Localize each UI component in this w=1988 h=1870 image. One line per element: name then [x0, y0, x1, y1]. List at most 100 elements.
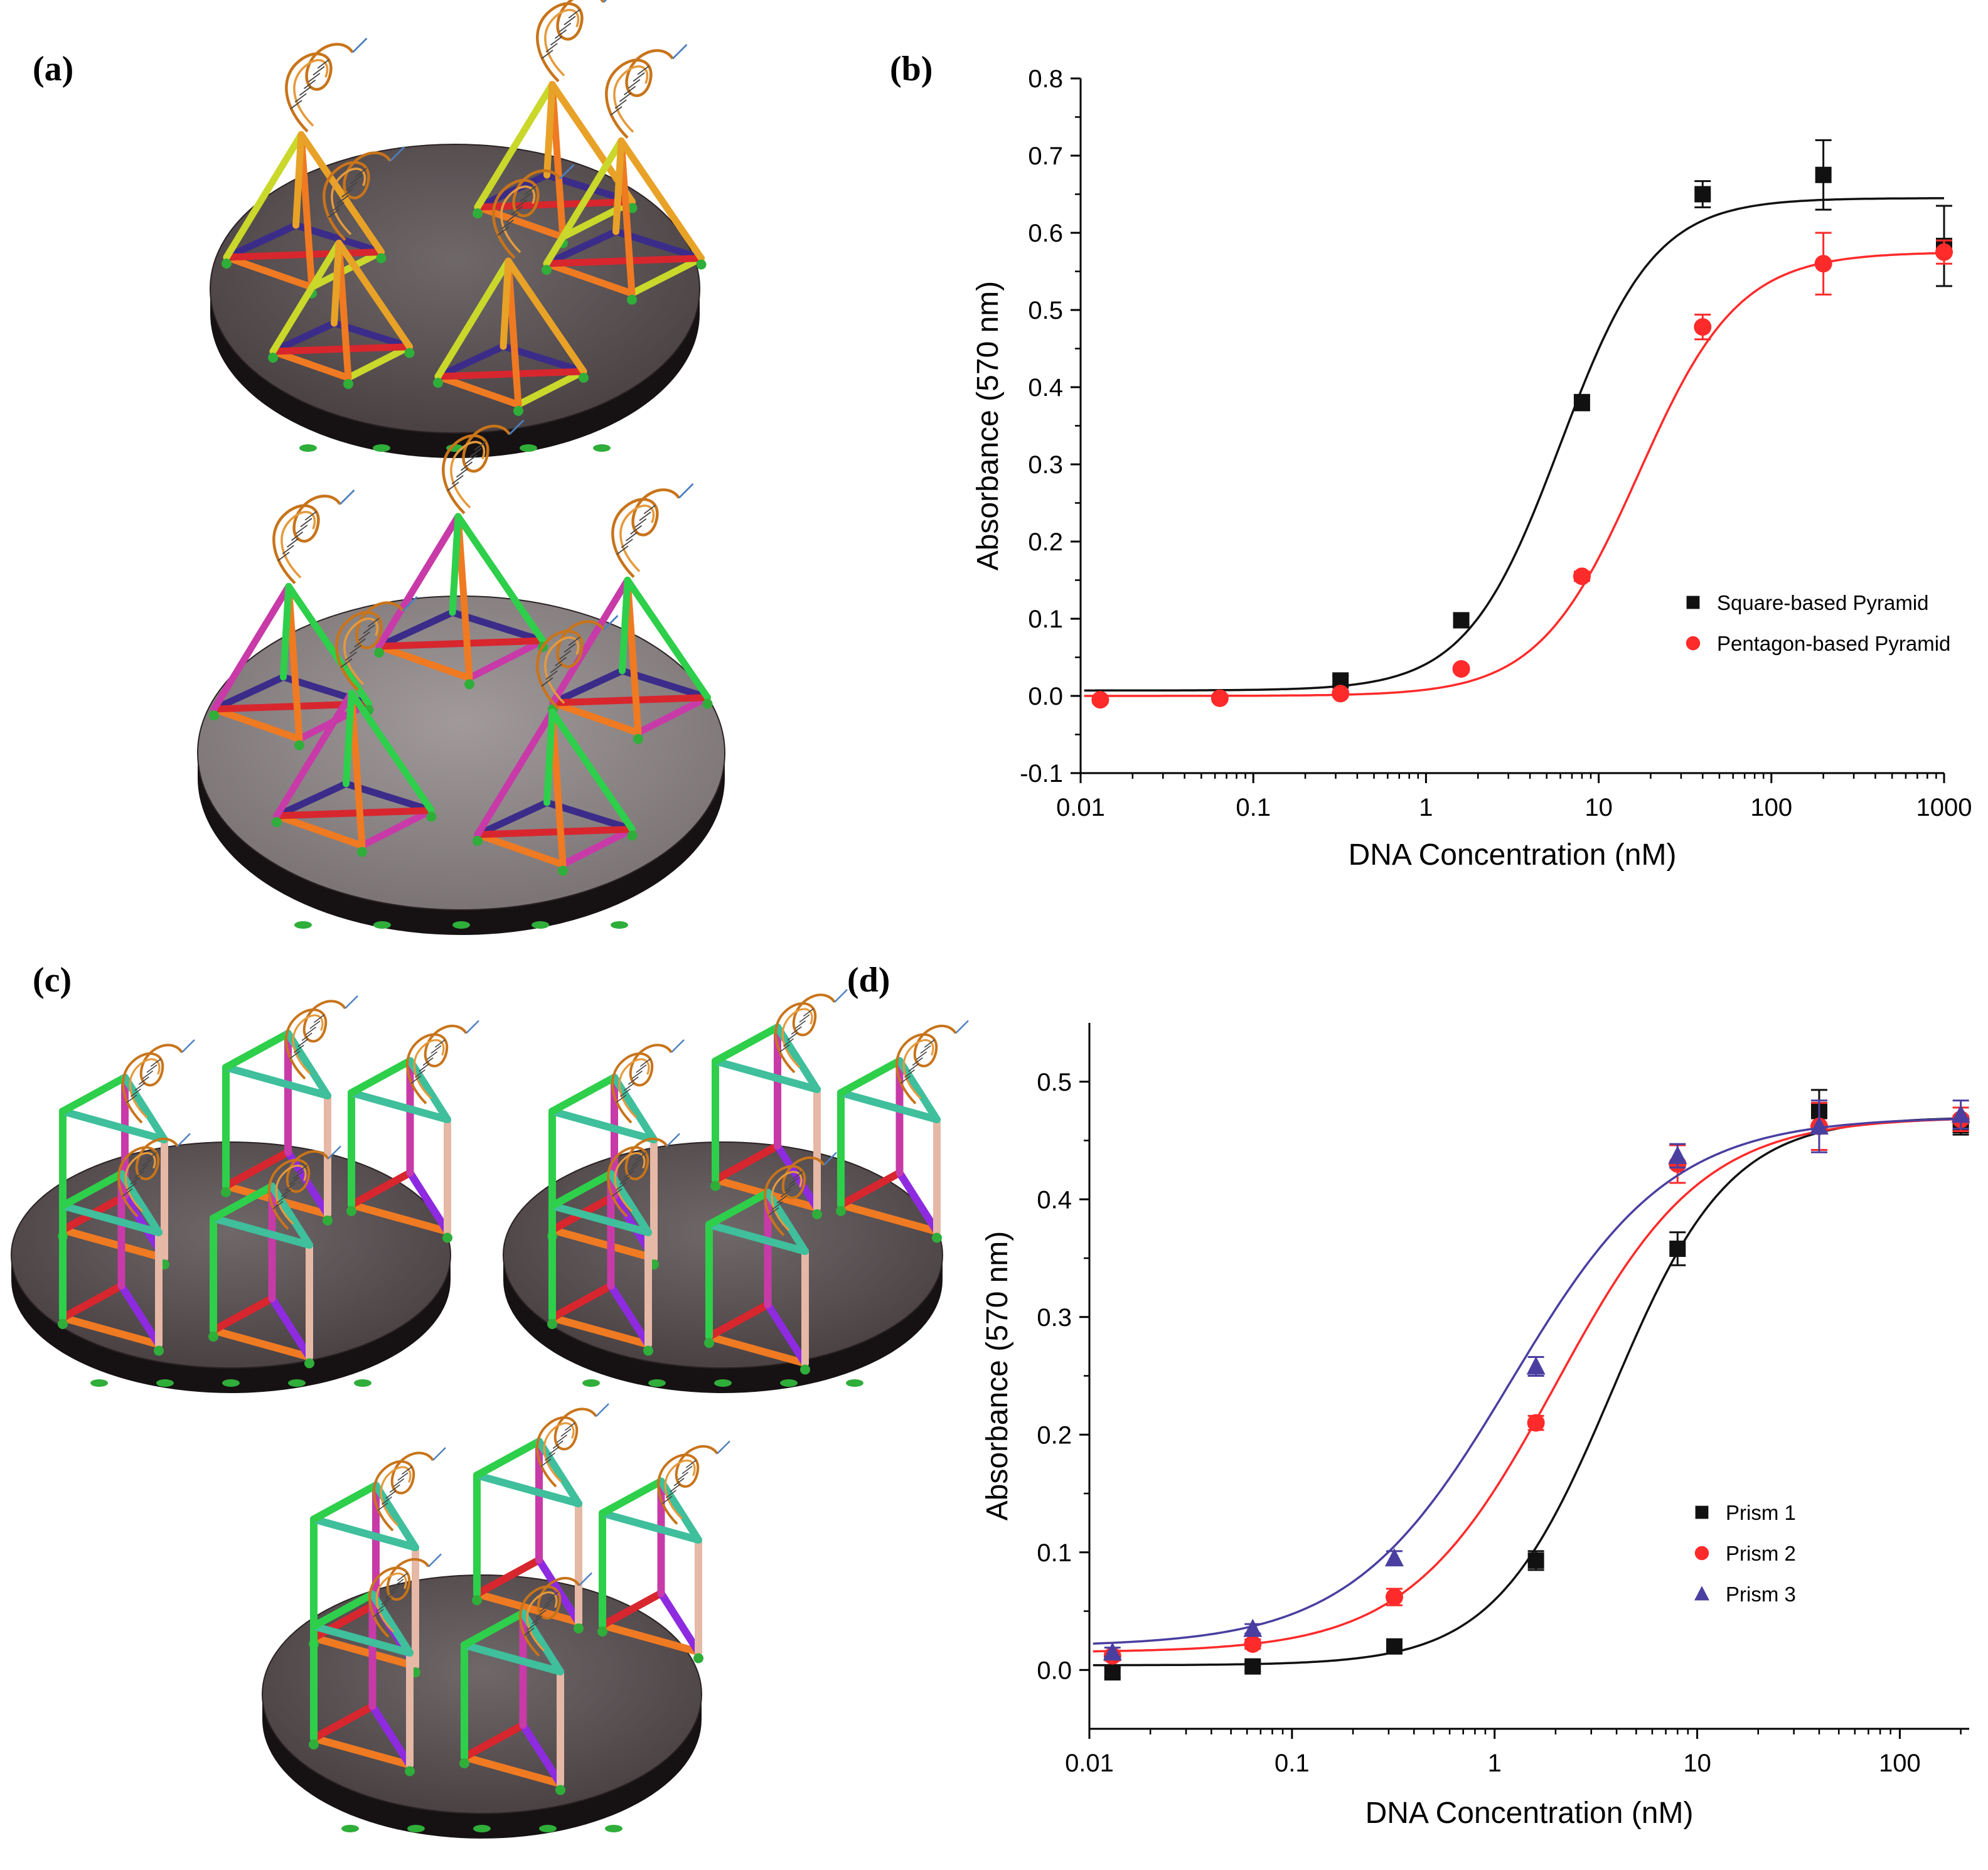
dna-aptamer-icon — [442, 419, 525, 515]
pentagon-pyramid-surface-illustration — [197, 419, 725, 935]
data-point — [1809, 1116, 1829, 1135]
prism-1-surface-illustration — [11, 995, 479, 1393]
dna-prism-icon — [309, 1553, 442, 1776]
dna-aptamer-icon — [268, 1145, 341, 1230]
legend-label: Prism 3 — [1726, 1583, 1796, 1606]
legend-label: Prism 1 — [1726, 1501, 1796, 1524]
data-point — [1668, 1145, 1687, 1164]
y-tick-label: 0.4 — [1028, 374, 1063, 402]
y-tick-label: 0.4 — [1037, 1186, 1072, 1214]
dna-aptamer-icon — [519, 1572, 592, 1657]
dna-prism-icon — [597, 1440, 730, 1664]
x-axis-label: DNA Concentration (nM) — [1349, 838, 1677, 872]
dna-prism-icon — [710, 989, 848, 1219]
legend-entry: Square-based Pyramid — [1686, 591, 1929, 614]
data-point — [1526, 1356, 1546, 1375]
data-point — [1103, 1642, 1122, 1661]
legend-entry: Prism 2 — [1694, 1542, 1796, 1565]
plate-edge — [262, 1694, 702, 1839]
legend-marker — [1695, 1505, 1709, 1519]
y-tick-label: 0.1 — [1037, 1539, 1072, 1567]
dna-aptamer-icon — [611, 1039, 685, 1124]
y-tick-label: 0.0 — [1028, 683, 1063, 710]
dna-aptamer-icon — [323, 146, 405, 242]
data-point — [1527, 1552, 1544, 1569]
dna-aptamer-icon — [373, 1447, 446, 1532]
data-point — [1244, 1635, 1262, 1653]
fit-curve — [1084, 252, 1945, 697]
data-point — [1243, 1618, 1263, 1637]
legend-label: Pentagon-based Pyramid — [1717, 632, 1950, 655]
data-point — [1453, 612, 1470, 629]
x-tick-label: 100 — [1879, 1750, 1921, 1777]
dna-pyramid-icon — [272, 596, 437, 857]
data-point — [1210, 689, 1229, 707]
legend-label: Prism 2 — [1726, 1542, 1796, 1565]
series-prism-2 — [1093, 1102, 1970, 1665]
data-point — [1386, 1638, 1403, 1655]
dna-prism-icon — [836, 1020, 969, 1243]
data-point — [1951, 1104, 1970, 1123]
data-point — [1091, 691, 1109, 709]
dna-aptamer-icon — [272, 489, 355, 585]
x-tick-label: 0.01 — [1056, 794, 1105, 821]
x-tick-label: 1000 — [1916, 794, 1972, 821]
dna-prism-icon — [472, 1403, 609, 1633]
prism-2-surface-illustration — [503, 989, 969, 1393]
x-tick-label: 10 — [1683, 1750, 1711, 1777]
x-axis-label: DNA Concentration (nM) — [1365, 1797, 1694, 1830]
dna-prism-icon — [459, 1572, 592, 1795]
chart-b-pyramids: -0.1 0.0 0.1 0.2 0.3 0.4 0.5 0.6 0.7 0.8 0.01 0.1 1 1… — [971, 65, 1972, 872]
data-point — [1573, 567, 1591, 585]
dna-prism-icon — [547, 1133, 680, 1356]
x-tick-label: 0.1 — [1275, 1750, 1310, 1777]
dna-pyramid-icon — [433, 164, 589, 416]
data-point — [1815, 166, 1832, 183]
legend-entry: Prism 1 — [1695, 1501, 1796, 1524]
dna-aptamer-icon — [536, 0, 607, 83]
plate-edge — [11, 1255, 451, 1393]
dna-aptamer-icon — [607, 1133, 680, 1217]
dna-aptamer-icon — [536, 615, 619, 710]
fit-curve — [1093, 1118, 1970, 1653]
y-tick-label: 0.5 — [1037, 1069, 1072, 1096]
y-tick-label: 0.8 — [1028, 65, 1063, 93]
panel-label-a: (a) — [33, 50, 74, 88]
y-axis-label: Absorbance (570 nm) — [981, 1231, 1014, 1521]
data-point — [1814, 255, 1832, 273]
y-tick-label: 0.5 — [1028, 297, 1063, 324]
panel-label-d: (d) — [847, 961, 890, 1000]
series-prism-1 — [1093, 1089, 1970, 1680]
panel-label-c: (c) — [33, 961, 72, 1000]
legend-entry: Prism 3 — [1694, 1583, 1796, 1606]
y-tick-label: 0.2 — [1037, 1421, 1072, 1449]
data-point — [1527, 1414, 1545, 1432]
panel-label-b: (b) — [890, 50, 933, 88]
data-point — [1244, 1658, 1261, 1675]
x-tick-label: 1 — [1488, 1750, 1502, 1777]
series-prism-3 — [1093, 1099, 1970, 1661]
y-tick-label: 0.3 — [1028, 451, 1063, 479]
series-pentagon-based-pyramid — [1084, 232, 1953, 709]
dna-aptamer-icon — [406, 1020, 479, 1104]
dna-aptamer-icon — [285, 38, 368, 133]
dna-aptamer-icon — [117, 1133, 191, 1217]
dna-aptamer-icon — [122, 1039, 195, 1124]
x-tick-label: 10 — [1585, 794, 1613, 821]
dna-aptamer-icon — [605, 44, 688, 139]
data-point — [1104, 1664, 1121, 1680]
data-point — [1694, 186, 1711, 203]
dna-pyramid-icon — [222, 38, 387, 299]
x-tick-label: 100 — [1750, 794, 1792, 821]
square-pyramid-surface-illustration — [210, 0, 707, 458]
legend-marker — [1686, 596, 1700, 609]
dna-aptamer-icon — [368, 1553, 442, 1638]
dna-pyramid-icon — [548, 483, 713, 744]
prism-3-surface-illustration — [262, 1403, 730, 1839]
y-tick-label: 0.2 — [1028, 528, 1063, 556]
data-point — [1452, 660, 1470, 678]
dna-aptamer-icon — [536, 1403, 609, 1488]
legend-marker — [1694, 1546, 1709, 1561]
legend-marker — [1694, 1586, 1709, 1601]
data-point — [1694, 318, 1712, 336]
